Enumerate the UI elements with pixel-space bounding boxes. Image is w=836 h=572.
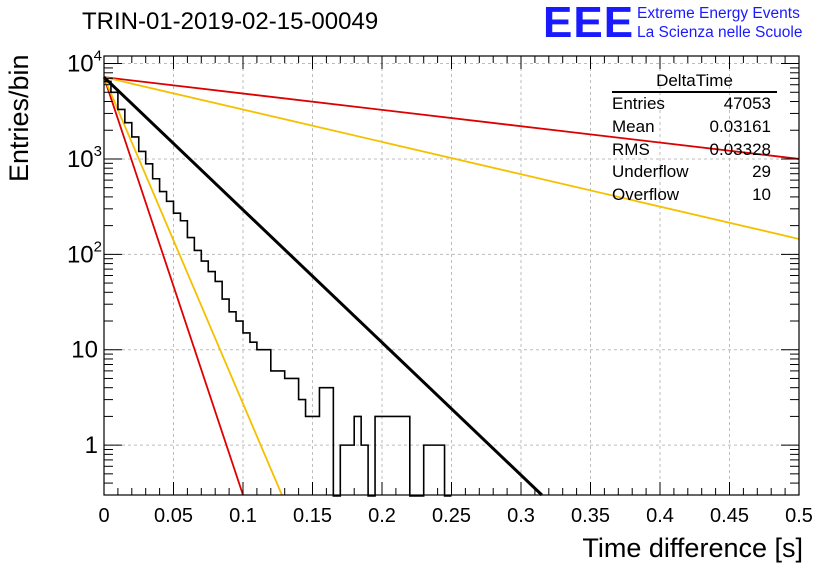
stats-label: Overflow bbox=[612, 185, 680, 205]
x-tick-label: 0 bbox=[98, 505, 109, 527]
plot-title: TRIN-01-2019-02-15-00049 bbox=[82, 8, 379, 35]
eee-logo: EEE bbox=[543, 0, 635, 47]
stats-row: Overflow 10 bbox=[612, 184, 777, 207]
reference-line bbox=[103, 76, 244, 496]
eee-logo-text: Extreme Energy Events La Scienza nelle S… bbox=[637, 4, 802, 42]
stats-value: 0.03328 bbox=[709, 139, 771, 159]
stats-row: RMS 0.03328 bbox=[612, 139, 777, 162]
logo-line-2: La Scienza nelle Scuole bbox=[637, 24, 803, 41]
logo-line-1: Extreme Energy Events bbox=[637, 5, 800, 22]
stats-value: 10 bbox=[752, 185, 771, 205]
stats-box: DeltaTime Entries 47053 Mean 0.03161 RMS 0.… bbox=[612, 70, 777, 207]
x-tick-label: 0.35 bbox=[571, 505, 610, 527]
reference-line bbox=[103, 76, 800, 160]
x-tick-label: 0.15 bbox=[293, 505, 332, 527]
stats-value: 47053 bbox=[723, 94, 771, 113]
stats-label: Mean bbox=[612, 116, 655, 136]
stats-row: Mean 0.03161 bbox=[612, 116, 777, 139]
y-axis-label: Entries/bin bbox=[4, 54, 34, 182]
x-tick-label: 0.5 bbox=[785, 505, 813, 527]
reference-curves bbox=[103, 76, 800, 496]
fit-line bbox=[102, 76, 543, 497]
histogram bbox=[104, 80, 452, 497]
reference-line bbox=[103, 76, 283, 496]
y-tick-label: 1 bbox=[85, 432, 98, 459]
stats-row: Entries 47053 bbox=[612, 93, 777, 116]
stats-label: Underflow bbox=[612, 162, 689, 182]
y-tick-label: 103 bbox=[67, 143, 102, 173]
y-tick-label: 10 bbox=[71, 337, 98, 364]
stats-row: Underflow 29 bbox=[612, 161, 777, 184]
y-tick-label: 104 bbox=[67, 48, 102, 78]
x-tick-label: 0.45 bbox=[710, 505, 749, 527]
axes: 0 0.05 0.1 0.15 0.2 0.25 0.3 0.35 0.4 0.45 0.5 1 10 1… bbox=[67, 48, 813, 527]
x-axis-label: Time difference [s] bbox=[582, 533, 803, 563]
stats-name: DeltaTime bbox=[612, 70, 777, 93]
reference-line bbox=[103, 76, 800, 240]
stats-label: Entries bbox=[612, 94, 665, 113]
x-tick-label: 0.25 bbox=[432, 505, 471, 527]
stats-label: RMS bbox=[612, 139, 650, 159]
x-tick-label: 0.2 bbox=[368, 505, 396, 527]
x-tick-label: 0.3 bbox=[507, 505, 535, 527]
stats-value: 0.03161 bbox=[709, 116, 771, 136]
stats-value: 29 bbox=[752, 162, 771, 182]
x-tick-label: 0.1 bbox=[229, 505, 257, 527]
fit-curve-group bbox=[102, 76, 543, 497]
x-tick-label: 0.4 bbox=[646, 505, 674, 527]
y-tick-label: 102 bbox=[67, 238, 102, 268]
x-tick-label: 0.05 bbox=[154, 505, 193, 527]
